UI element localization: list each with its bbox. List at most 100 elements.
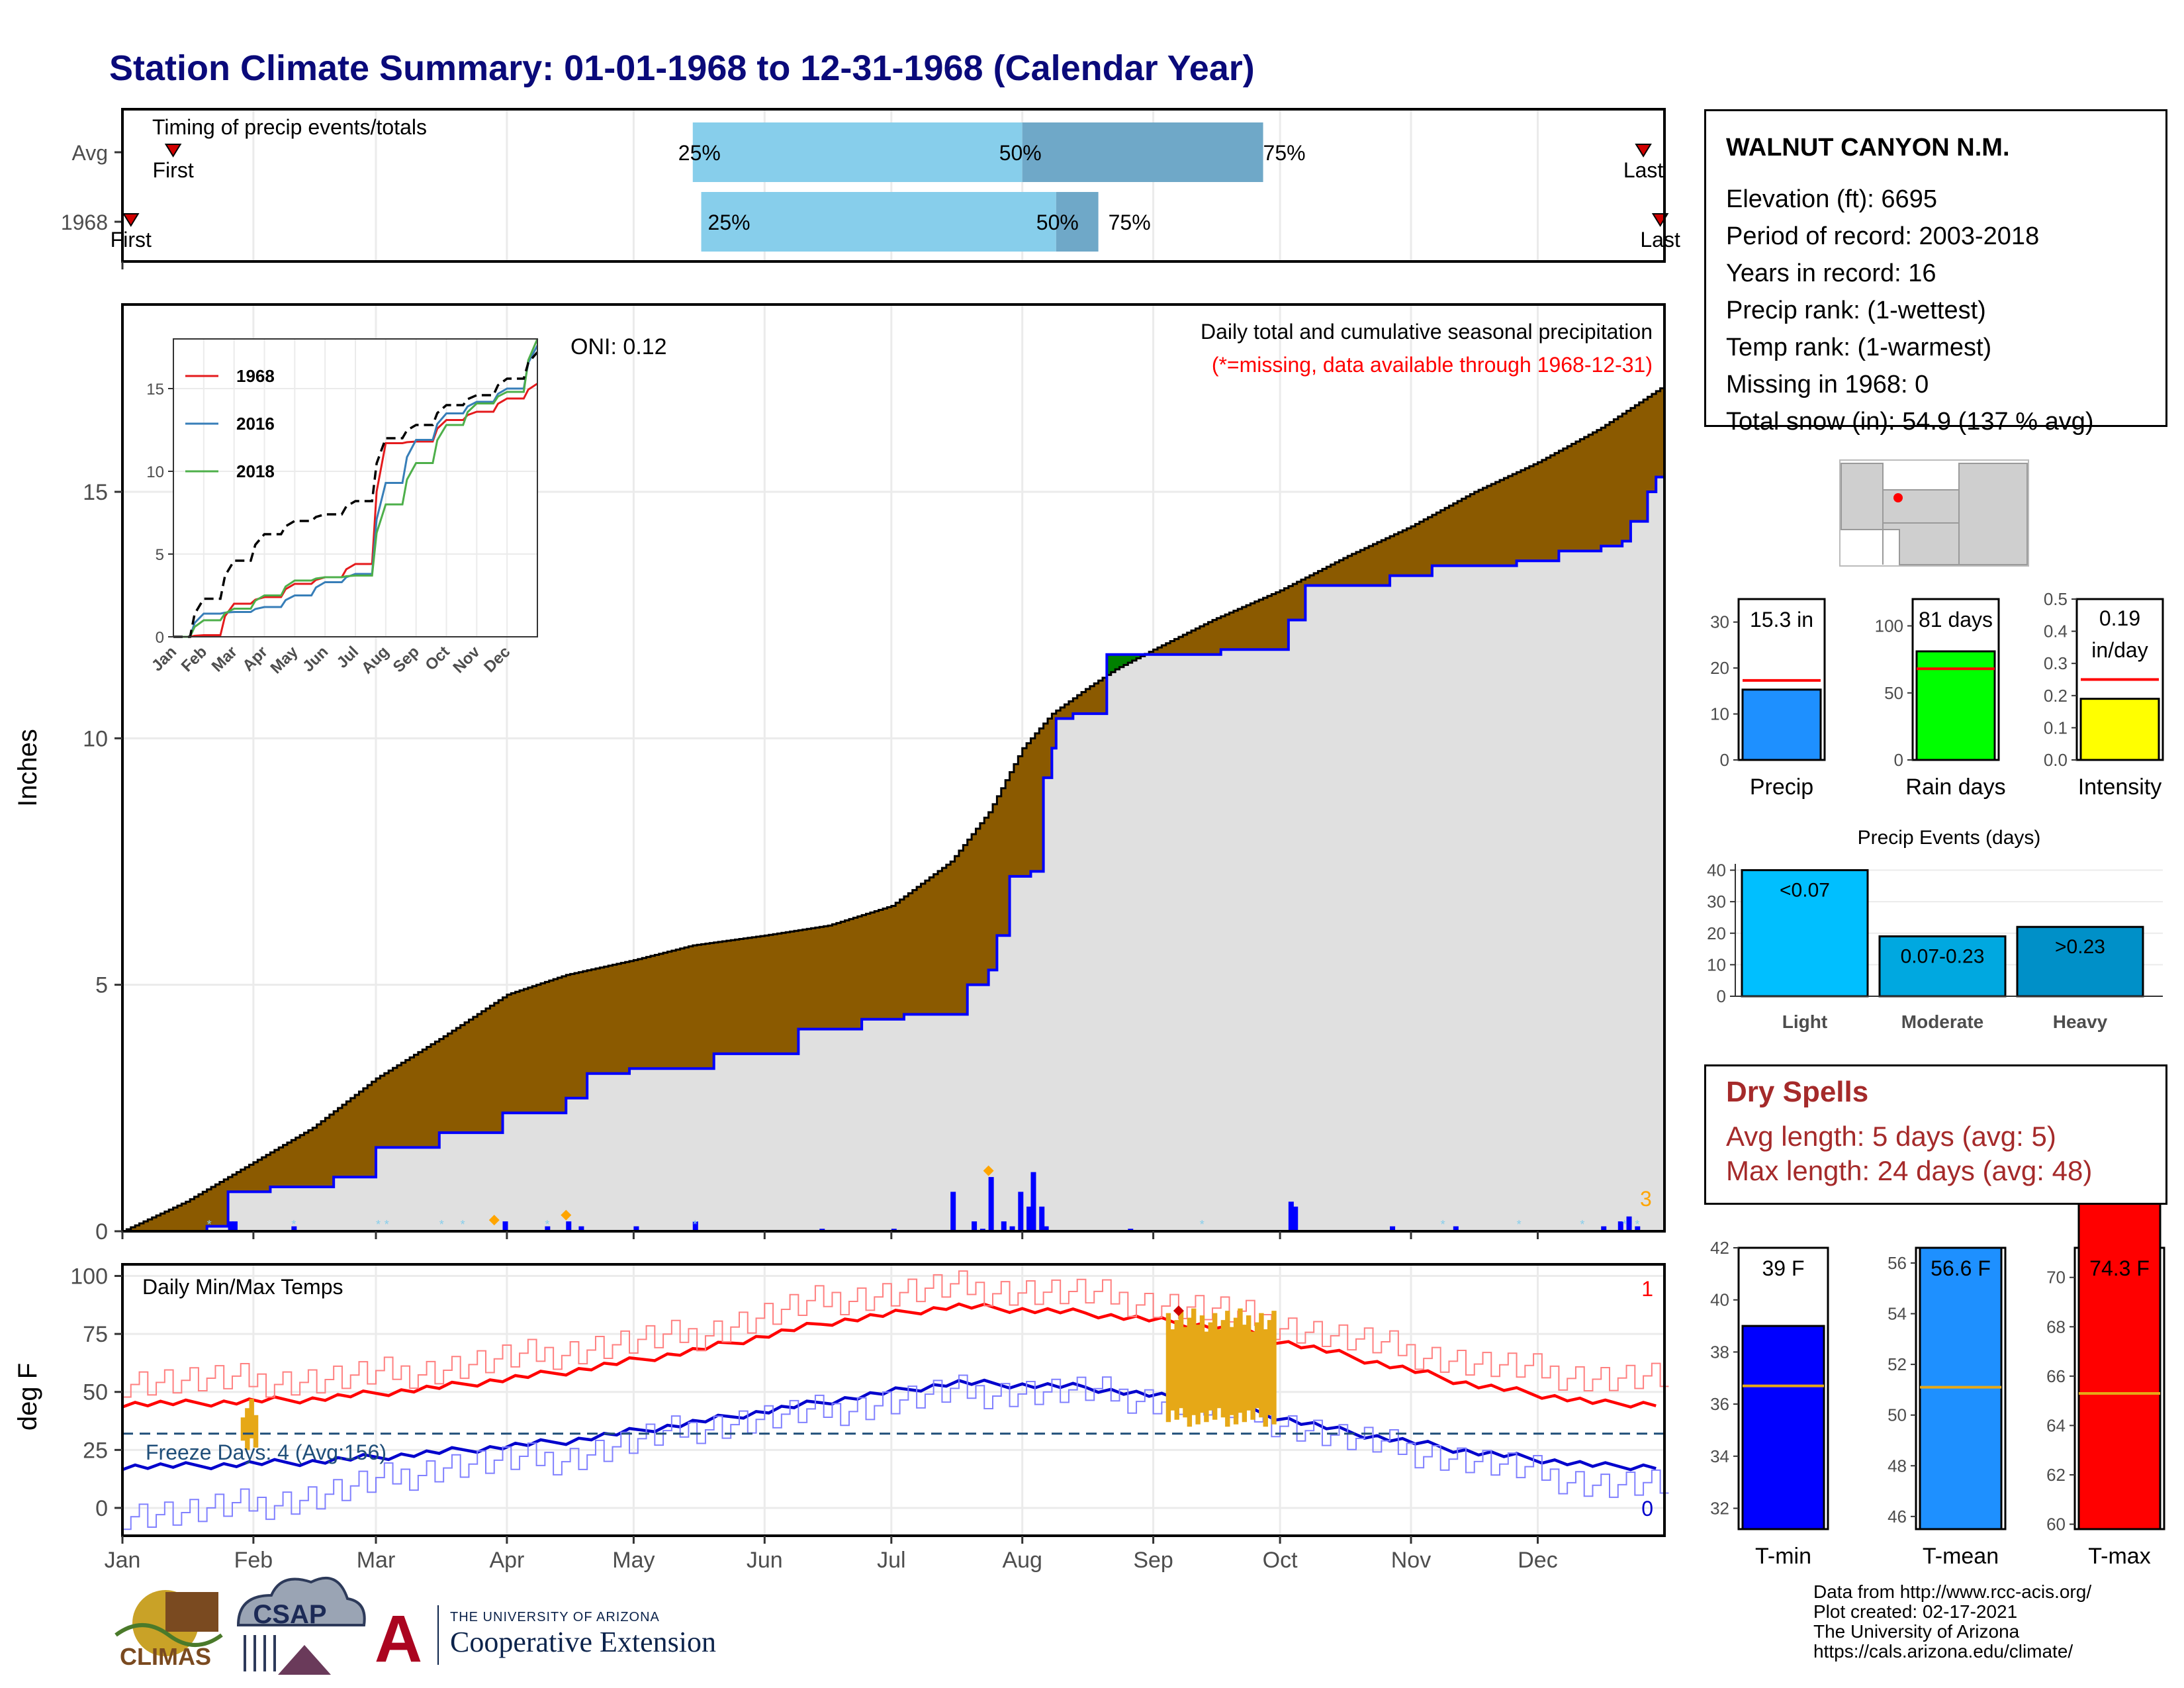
precip-average-line [122,387,1664,1233]
dry-spells-heading: Dry Spells [1726,1076,1869,1108]
summary-y-tick-label: 0 [1894,750,1903,770]
temp-y-tick-label: 0 [95,1496,108,1521]
precip-observed-area [122,477,1664,1231]
precip-1968-line [122,475,1664,1233]
daily-precip-bar [1288,1201,1294,1231]
summary-y-tick-label: 40 [1710,1290,1729,1310]
timing-first-label: First [153,158,194,182]
timing-last-label: Last [1623,158,1664,182]
timing-first-marker [164,144,182,158]
daily-precip-bar [1601,1226,1607,1231]
inset-series-line-1968 [173,383,538,638]
month-tick-label: Oct [1263,1548,1298,1573]
light-precip-marker: * [693,1218,698,1231]
inset-legend-label: 2018 [236,461,275,481]
daily-precip-bar [502,1221,508,1231]
summary-y-tick-label: 48 [1888,1456,1907,1476]
daily-precip-bar [291,1226,297,1231]
ua-logo-bg [367,1605,430,1665]
events-bar-label: 0.07-0.23 [1901,946,1985,968]
credit-url: https://cals.arizona.edu/climate/ [1813,1641,2073,1662]
summary-y-tick-label: 38 [1710,1342,1729,1362]
month-tick-label: Apr [489,1548,524,1573]
timing-first-marker [122,213,140,227]
summary-y-tick-label: 60 [2046,1515,2066,1534]
timing-row-label: 1968 [61,211,108,234]
ua-logo-a-icon: A [375,1602,422,1676]
snow-marker [561,1209,572,1221]
location-map-borders [1882,490,1960,565]
coop-extension-text: Cooperative Extension [450,1626,717,1658]
csap-logo-text: CSAP [253,1600,326,1629]
daily-precip-bar [1009,1226,1015,1231]
summary-panel-label: T-mean [1923,1544,1999,1569]
light-precip-marker: * [439,1218,444,1231]
climas-logo-wave-icon [114,1623,223,1647]
summary-y-tick-label: 0.5 [2044,589,2068,609]
timing-label-50: 50% [1036,211,1079,234]
summary-y-tick-label: 100 [1875,616,1903,636]
summary-y-tick-label: 54 [1888,1304,1907,1324]
summary-panel-label: Rain days [1905,774,2005,800]
daily-precip-bar [228,1221,234,1231]
temp-bottom-right-label: 0 [1641,1497,1653,1521]
station-years: Years in record: 16 [1726,259,1936,287]
location-map-station-dot [1893,493,1903,502]
light-precip-marker: * [1622,1218,1627,1231]
daily-precip-bar [692,1221,698,1231]
summary-value-label: in/day [2091,638,2148,662]
daily-precip-bar [578,1226,584,1231]
credit-plot-created: Plot created: 02-17-2021 [1813,1601,2018,1622]
summary-y-tick-label: 0.2 [2044,686,2068,706]
summary-value-label: 74.3 F [2089,1256,2150,1280]
light-precip-marker: * [461,1218,465,1231]
inset-series-line-2016 [173,345,539,638]
summary-y-tick-label: 0.4 [2044,622,2068,641]
events-category-label: Moderate [1901,1011,1983,1032]
summary-bar-t-max [2077,1170,2161,1530]
station-precip-rank: Precip rank: (1-wettest) [1726,297,1986,324]
temp-panel-bg [122,1264,1664,1536]
summary-panel-label: T-min [1755,1544,1811,1569]
daily-precip-bar [1293,1206,1298,1231]
summary-y-tick-label: 20 [1710,658,1729,678]
events-bar-label: <0.07 [1780,880,1830,902]
station-temp-rank: Temp rank: (1-warmest) [1726,334,1992,361]
temp-y-tick-label: 75 [83,1322,108,1347]
summary-value-label: 56.6 F [1931,1256,1991,1280]
light-precip-marker: * [545,1218,549,1231]
precip-y-tick-label: 10 [83,726,108,751]
summary-y-tick-label: 0.3 [2044,653,2068,673]
inset-legend-label: 1968 [236,366,275,386]
summary-panel-label: T-max [2088,1544,2150,1569]
daily-precip-bar [1026,1206,1032,1231]
dry-spells-max: Max length: 24 days (avg: 48) [1726,1155,2093,1186]
month-tick-label: Jan [105,1548,141,1573]
inset-y-tick-label: 15 [146,381,164,399]
timing-bar-25-50 [701,192,1056,252]
summary-y-tick-label: 50 [1888,1405,1907,1425]
precip-panel-border [121,303,1666,1233]
summary-y-tick-label: 68 [2046,1317,2066,1336]
summary-y-tick-label: 46 [1888,1507,1907,1526]
daily-precip-bar [950,1192,956,1231]
summary-y-tick-label: 0.1 [2044,718,2068,737]
summary-y-tick-label: 30 [1710,612,1729,632]
daily-precip-bar [1626,1216,1632,1231]
light-precip-marker: * [1635,1218,1639,1231]
month-tick-label: Aug [1002,1548,1042,1573]
summary-y-tick-label: 52 [1888,1354,1907,1374]
daily-precip-bar [1030,1172,1036,1231]
temp-chart-title: Daily Min/Max Temps [142,1275,343,1299]
inset-y-tick-label: 5 [156,546,164,564]
daily-precip-bar [1617,1221,1623,1231]
temp-y-tick-label: 100 [70,1264,108,1289]
daily-precip-bar [1635,1226,1641,1231]
events-bar-light [1741,869,1869,998]
timing-title: Timing of precip events/totals [152,115,427,139]
month-tick-label: Nov [1391,1548,1431,1573]
daily-precip-bar [1039,1206,1045,1231]
temp-y-tick-label: 25 [83,1438,108,1463]
precip-chart-subtitle: (*=missing, data available through 1968-… [1212,353,1653,377]
summary-y-tick-label: 10 [1710,704,1729,724]
